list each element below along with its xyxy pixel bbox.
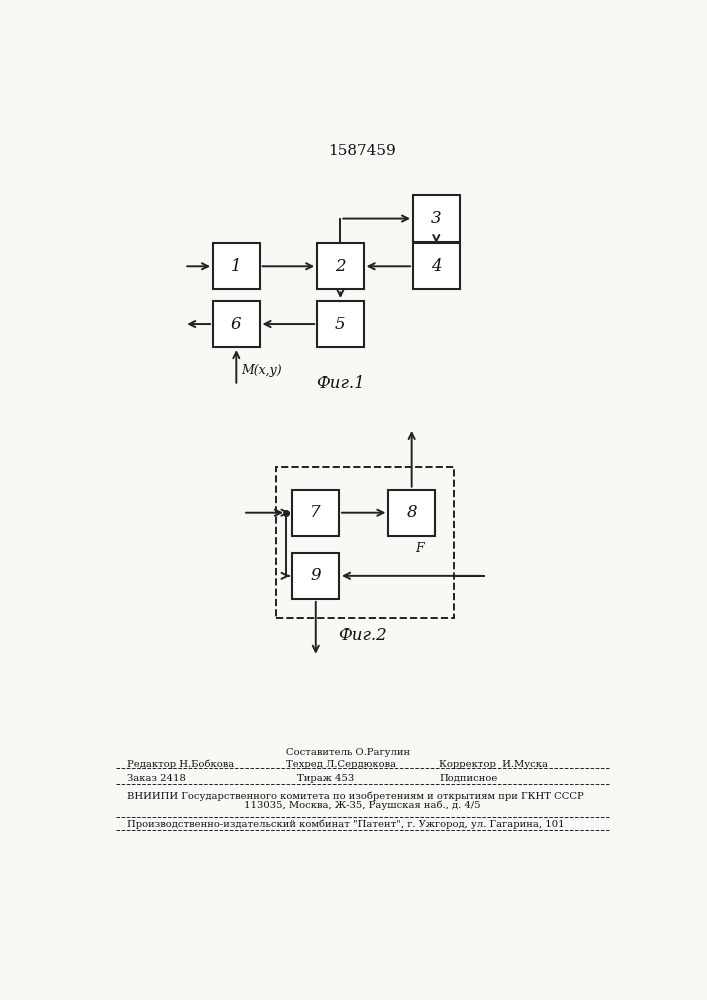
- Bar: [413, 243, 460, 289]
- Bar: [317, 243, 363, 289]
- Text: 9: 9: [310, 567, 321, 584]
- Bar: [213, 301, 259, 347]
- Text: 1: 1: [231, 258, 242, 275]
- Bar: [213, 243, 259, 289]
- Bar: [388, 490, 435, 536]
- Text: Заказ 2418: Заказ 2418: [127, 774, 186, 783]
- Text: 2: 2: [335, 258, 346, 275]
- Text: 3: 3: [431, 210, 442, 227]
- Text: 5: 5: [335, 316, 346, 333]
- Text: 6: 6: [231, 316, 242, 333]
- Text: F: F: [415, 542, 423, 555]
- Bar: [293, 490, 339, 536]
- Text: Фиг.2: Фиг.2: [338, 627, 387, 644]
- Text: 8: 8: [407, 504, 417, 521]
- Text: Корректор  И.Муска: Корректор И.Муска: [439, 760, 548, 769]
- Text: Составитель О.Рагулин: Составитель О.Рагулин: [286, 748, 410, 757]
- Text: Фиг.1: Фиг.1: [316, 375, 365, 392]
- Text: Подписное: Подписное: [439, 774, 498, 783]
- Text: M(x,y): M(x,y): [240, 364, 281, 377]
- Bar: [276, 466, 454, 618]
- Bar: [317, 301, 363, 347]
- Text: 4: 4: [431, 258, 442, 275]
- Text: 7: 7: [310, 504, 321, 521]
- Text: 113035, Москва, Ж-35, Раушская наб., д. 4/5: 113035, Москва, Ж-35, Раушская наб., д. …: [244, 801, 481, 810]
- Text: Редактор Н.Бобкова: Редактор Н.Бобкова: [127, 760, 234, 769]
- Bar: [413, 195, 460, 242]
- Bar: [293, 553, 339, 599]
- Text: Тираж 453: Тираж 453: [297, 774, 354, 783]
- Text: Производственно-издательский комбинат "Патент", г. Ужгород, ул. Гагарина, 101: Производственно-издательский комбинат "П…: [127, 820, 564, 829]
- Text: 1587459: 1587459: [329, 144, 396, 158]
- Text: ВНИИПИ Государственного комитета по изобретениям и открытиям при ГКНТ СССР: ВНИИПИ Государственного комитета по изоб…: [127, 791, 583, 801]
- Text: Техред Л.Сердюкова: Техред Л.Сердюкова: [286, 760, 396, 769]
